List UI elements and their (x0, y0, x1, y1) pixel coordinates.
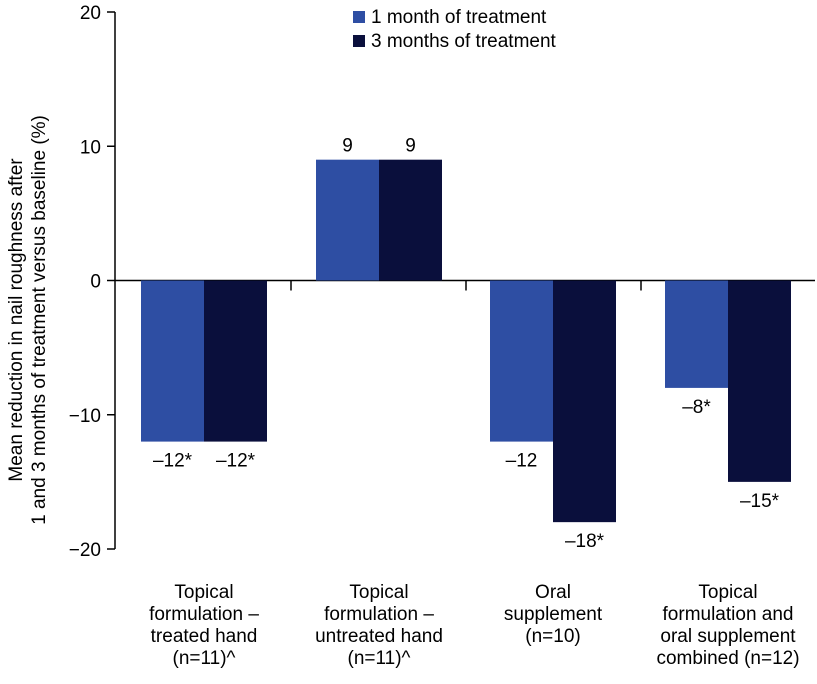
category-label-line: (n=10) (525, 626, 580, 647)
category-label-line: Topical (174, 582, 233, 603)
category-label-line: (n=11)^ (173, 648, 236, 669)
category-label: Topical formulation – treated hand (n=11)^ (149, 582, 259, 669)
value-label-1-month-cat4: –8* (682, 397, 711, 418)
y-tick-label: 10 (80, 137, 101, 158)
legend-label-3-months: 3 months of treatment (371, 31, 557, 52)
bar-1-month-cat3 (490, 280, 553, 442)
bar-3-months-cat3 (553, 280, 616, 523)
y-tick-label: −20 (69, 540, 101, 561)
category-label-line: (n=11)^ (348, 648, 411, 669)
bar-3-months-cat2 (379, 159, 442, 281)
bar-3-months-cat1 (204, 280, 267, 442)
y-axis-title: Mean reduction in nail roughness after 1 … (6, 115, 50, 525)
bar-1-month-cat1 (141, 280, 204, 442)
bar-1-month-cat2 (316, 159, 379, 281)
category-label-line: formulation – (149, 604, 259, 625)
value-label-3-months-cat4: –15* (740, 491, 780, 512)
category-label-line: Topical (349, 582, 408, 603)
legend-swatch-3-months (353, 35, 365, 47)
category-label: Topical formulation and oral supplement com… (656, 582, 799, 669)
category-label-line: supplement (504, 604, 603, 625)
category-label: Oral supplement (n=10) (504, 582, 603, 647)
y-tick-label: 20 (80, 3, 101, 24)
value-label-1-month-cat1: –12* (153, 451, 193, 472)
y-axis-title-line: Mean reduction in nail roughness after (6, 158, 27, 482)
y-tick-label: −10 (69, 406, 101, 427)
legend-label-1-month: 1 month of treatment (371, 7, 547, 28)
legend-swatch-1-month (353, 11, 365, 23)
category-label-line: formulation – (324, 604, 434, 625)
category-label-line: Topical (698, 582, 757, 603)
category-label-line: formulation and (663, 604, 794, 625)
category-label-line: Oral (535, 582, 571, 603)
value-label-3-months-cat2: 9 (405, 136, 416, 157)
bar-3-months-cat4 (728, 280, 791, 482)
value-label-1-month-cat2: 9 (342, 136, 353, 157)
value-label-3-months-cat1: –12* (216, 451, 256, 472)
category-label-line: treated hand (151, 626, 258, 647)
category-label: Topical formulation – untreated hand (n=11)… (315, 582, 443, 669)
bar-1-month-cat4 (665, 280, 728, 388)
category-label-line: oral supplement (660, 626, 796, 647)
value-label-1-month-cat3: –12 (506, 451, 538, 472)
y-axis-title-line: 1 and 3 months of treatment versus basel… (29, 115, 50, 525)
category-label-line: combined (n=12) (656, 648, 799, 669)
category-label-line: untreated hand (315, 626, 443, 647)
value-label-3-months-cat3: –18* (565, 531, 605, 552)
y-tick-label: 0 (90, 272, 101, 293)
